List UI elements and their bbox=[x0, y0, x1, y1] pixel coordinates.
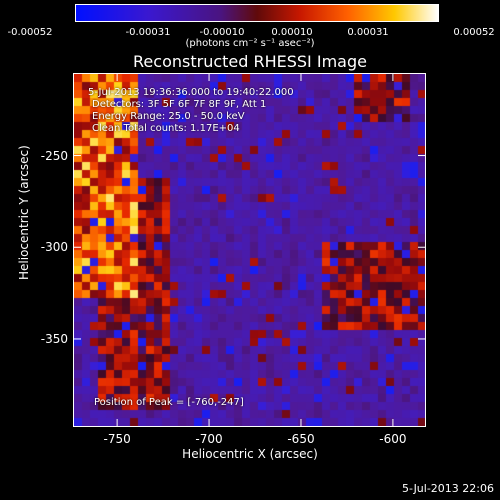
annotation-time: 5-Jul-2013 19:36:36.000 to 19:40:22.000 bbox=[88, 87, 294, 98]
y-tick-label: -250 bbox=[40, 148, 68, 163]
annotation-detectors: Detectors: 3F 5F 6F 7F 8F 9F, Att 1 bbox=[92, 99, 267, 110]
colorbar-tick-label: -0.00052 bbox=[7, 27, 53, 38]
chart-title: Reconstructed RHESSI Image bbox=[133, 52, 367, 71]
colorbar-tick-label: 0.00010 bbox=[271, 27, 313, 38]
y-axis-label: Heliocentric Y (arcsec) bbox=[17, 145, 31, 280]
colorbar-tick-label: -0.00010 bbox=[199, 27, 245, 38]
x-tick-label: -700 bbox=[195, 432, 223, 446]
colorbar-tick-label: 0.00052 bbox=[453, 27, 495, 38]
footer-timestamp: 5-Jul-2013 22:06 bbox=[401, 482, 494, 495]
y-tick-label: -300 bbox=[40, 240, 68, 255]
x-tick-label: -600 bbox=[379, 432, 407, 446]
plot-area: 5-Jul-2013 19:36:36.000 to 19:40:22.000 … bbox=[73, 73, 426, 427]
colorbar-unit: (photons cm⁻² s⁻¹ asec⁻²) bbox=[185, 38, 315, 49]
x-axis-label: Heliocentric X (arcsec) bbox=[182, 447, 318, 461]
y-tick-label: -350 bbox=[40, 331, 68, 346]
x-tick-label: -750 bbox=[103, 432, 131, 446]
annotation-energy: Energy Range: 25.0 - 50.0 keV bbox=[92, 111, 245, 122]
x-tick-label: -650 bbox=[287, 432, 315, 446]
colorbar-gradient bbox=[76, 5, 438, 21]
annotation-peak: Position of Peak = [-760,-247] bbox=[94, 397, 244, 408]
colorbar bbox=[75, 4, 439, 22]
heatmap-image bbox=[74, 74, 425, 426]
colorbar-tick-label: 0.00031 bbox=[347, 27, 389, 38]
annotation-method: Clean Total counts: 1.17E+04 bbox=[92, 123, 240, 134]
colorbar-tick-label: -0.00031 bbox=[125, 27, 171, 38]
